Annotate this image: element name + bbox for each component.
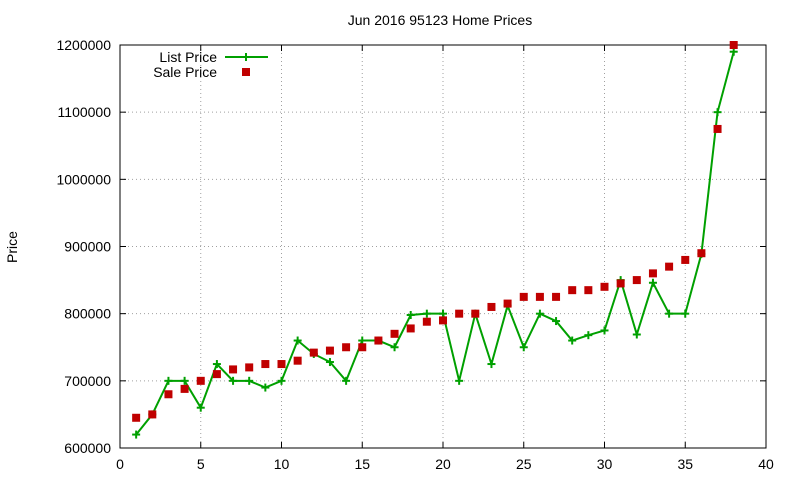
legend-label: List Price xyxy=(159,49,217,65)
list-price-point xyxy=(229,376,238,385)
list-price-point xyxy=(648,278,657,287)
sale-price-point xyxy=(665,262,674,271)
list-price-point xyxy=(342,376,351,385)
list-price-point xyxy=(325,358,334,367)
y-tick-label: 900000 xyxy=(64,239,111,255)
list-price-point xyxy=(293,336,302,345)
sale-price-point xyxy=(180,384,189,393)
sale-price-point xyxy=(261,360,270,369)
y-tick-label: 800000 xyxy=(64,306,111,322)
series-layer xyxy=(132,41,738,439)
list-price-point xyxy=(713,108,722,117)
sale-price-point xyxy=(245,363,254,372)
sale-price-point xyxy=(342,343,351,352)
sale-price-point xyxy=(229,365,238,374)
sale-price-point xyxy=(681,255,690,264)
sale-price-point xyxy=(616,279,625,288)
x-tick-label: 5 xyxy=(197,456,205,472)
list-price-point xyxy=(568,336,577,345)
sale-price-point xyxy=(164,390,173,399)
sale-price-point xyxy=(535,292,544,301)
list-price-point xyxy=(535,309,544,318)
x-tick-label: 30 xyxy=(597,456,613,472)
chart-title: Jun 2016 95123 Home Prices xyxy=(348,12,532,28)
sale-price-point xyxy=(293,356,302,365)
list-price-point xyxy=(261,383,270,392)
list-price-point xyxy=(519,343,528,352)
axes: 0 5 10 15 20 25 30 35 40 600000 700000 800000 900000… xyxy=(56,37,774,472)
sale-price-point xyxy=(132,413,141,422)
sale-price-point xyxy=(212,370,221,379)
sale-price-point xyxy=(552,292,561,301)
list-price-point xyxy=(196,403,205,412)
x-tick-label: 25 xyxy=(516,456,532,472)
sale-price-point xyxy=(713,124,722,133)
list-price-point xyxy=(358,336,367,345)
sale-price-point xyxy=(584,286,593,295)
sale-price-point xyxy=(390,329,399,338)
list-price-point xyxy=(422,309,431,318)
y-tick-label: 1200000 xyxy=(56,37,111,53)
sale-price-point xyxy=(422,317,431,326)
sale-price-point xyxy=(729,41,738,49)
sale-price-point xyxy=(600,282,609,291)
legend-square-sample xyxy=(242,68,250,76)
list-price-point xyxy=(132,430,141,439)
sale-price-point xyxy=(196,376,205,385)
y-axis-label: Price xyxy=(4,231,20,263)
list-price-point xyxy=(487,360,496,369)
y-tick-label: 1000000 xyxy=(56,171,111,187)
list-price-point xyxy=(439,309,447,318)
list-price-point xyxy=(455,376,464,385)
sale-price-point xyxy=(632,276,641,285)
list-price-point xyxy=(277,376,286,385)
list-price-point xyxy=(632,330,641,339)
sale-price-point xyxy=(487,302,496,311)
sale-price-point xyxy=(519,292,528,301)
list-price-point xyxy=(164,376,173,385)
x-tick-label: 40 xyxy=(758,456,774,472)
list-price-point xyxy=(665,309,674,318)
sale-price-point xyxy=(439,316,447,325)
list-price-point xyxy=(584,331,593,340)
sale-price-point xyxy=(455,309,464,318)
sale-price-point xyxy=(374,336,383,345)
y-tick-label: 700000 xyxy=(64,373,111,389)
x-tick-label: 35 xyxy=(677,456,693,472)
x-tick-label: 0 xyxy=(116,456,124,472)
list-price-point xyxy=(729,47,738,56)
sale-price-point xyxy=(697,249,706,258)
sale-price-point xyxy=(648,269,657,278)
list-price-point xyxy=(245,376,254,385)
sale-price-point xyxy=(325,346,334,355)
list-price-point xyxy=(406,311,415,320)
x-tick-label: 10 xyxy=(274,456,290,472)
sale-price-point xyxy=(358,343,367,352)
legend-label: Sale Price xyxy=(153,64,217,80)
sale-price-point xyxy=(568,286,577,295)
list-price-point xyxy=(681,309,690,318)
x-tick-label: 15 xyxy=(354,456,370,472)
x-tick-label: 20 xyxy=(435,456,451,472)
sale-price-point xyxy=(309,348,318,357)
sale-price-point xyxy=(503,299,512,308)
y-tick-label: 600000 xyxy=(64,440,111,456)
list-price-point xyxy=(180,376,189,385)
list-price-point xyxy=(390,343,399,352)
list-price-point xyxy=(552,317,561,326)
list-price-point xyxy=(212,360,221,369)
sale-price-point xyxy=(471,309,480,318)
sale-price-point xyxy=(277,360,286,369)
series-sale-price xyxy=(132,41,738,422)
sale-price-point xyxy=(148,410,157,419)
sale-price-point xyxy=(406,324,415,333)
y-tick-label: 1100000 xyxy=(58,104,112,120)
list-price-point xyxy=(600,326,609,335)
